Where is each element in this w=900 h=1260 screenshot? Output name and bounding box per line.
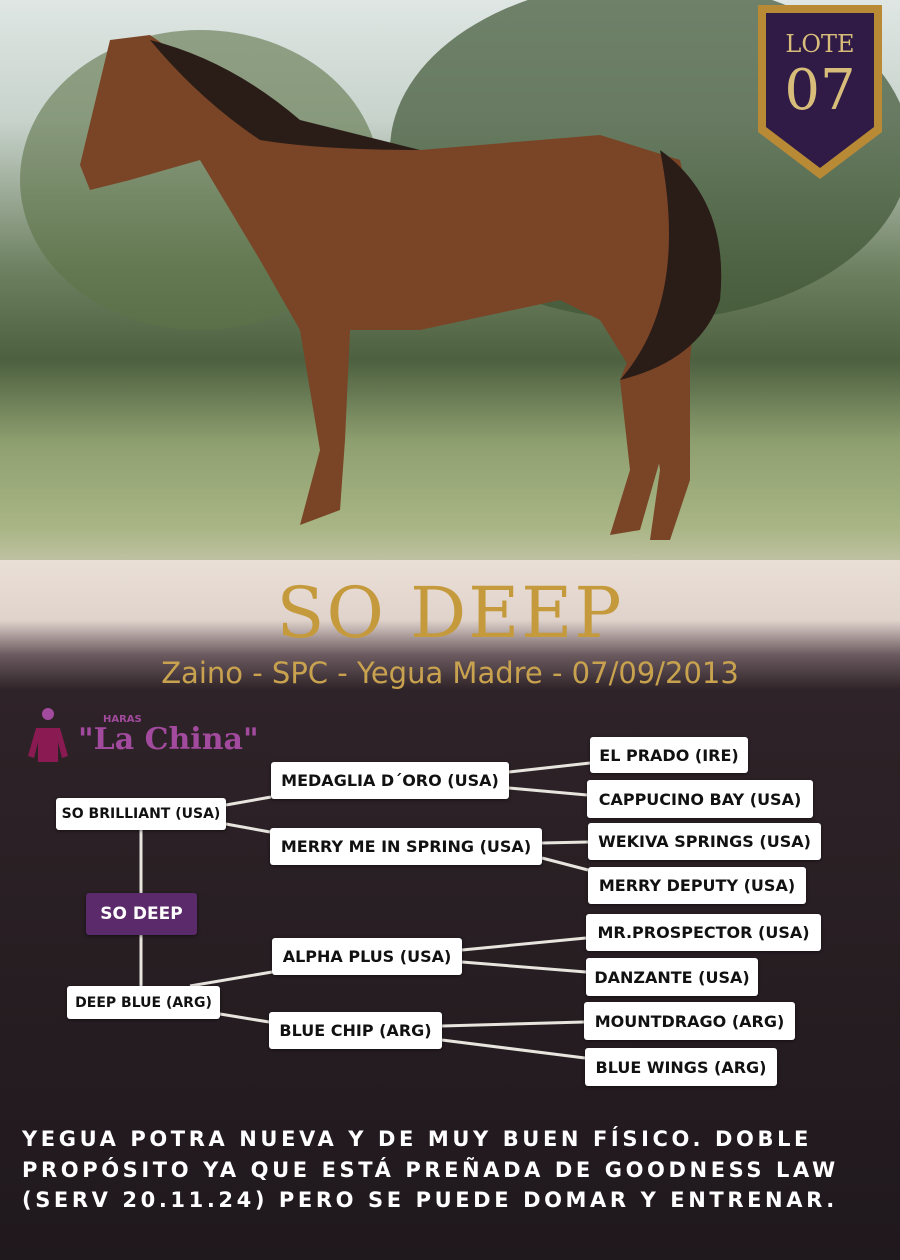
lot-badge-shield bbox=[758, 5, 882, 179]
pedigree-dam: DEEP BLUE (ARG) bbox=[67, 986, 220, 1019]
pedigree-g3-5: MR.PROSPECTOR (USA) bbox=[586, 914, 821, 951]
lot-number: 07 bbox=[784, 58, 856, 123]
description-text: YEGUA POTRA NUEVA Y DE MUY BUEN FÍSICO. … bbox=[22, 1127, 839, 1212]
pedigree-g3-2: CAPPUCINO BAY (USA) bbox=[587, 780, 813, 818]
lot-label: LOTE bbox=[785, 30, 855, 58]
pedigree-sire-sire: MEDAGLIA D´ORO (USA) bbox=[271, 762, 509, 799]
horse-details: Zaino - SPC - Yegua Madre - 07/09/2013 bbox=[161, 656, 739, 690]
pedigree-g3-1: EL PRADO (IRE) bbox=[590, 737, 748, 773]
jockey-silks-logo-icon bbox=[28, 708, 68, 762]
pedigree-g3-3: WEKIVA SPRINGS (USA) bbox=[588, 823, 821, 860]
logo-name-text: "La China" bbox=[78, 722, 259, 757]
pedigree-sire: SO BRILLIANT (USA) bbox=[56, 798, 226, 830]
pedigree-dam-sire: ALPHA PLUS (USA) bbox=[272, 938, 462, 975]
pedigree-g3-7: MOUNTDRAGO (ARG) bbox=[584, 1002, 795, 1040]
pedigree-g3-4: MERRY DEPUTY (USA) bbox=[588, 867, 806, 904]
horse-name: SO DEEP bbox=[276, 572, 624, 654]
pedigree-dam-dam: BLUE CHIP (ARG) bbox=[269, 1012, 442, 1049]
pedigree-g3-8: BLUE WINGS (ARG) bbox=[585, 1048, 777, 1086]
logo-haras-text: HARAS bbox=[103, 714, 142, 725]
pedigree-g3-6: DANZANTE (USA) bbox=[586, 958, 758, 996]
pedigree-subject: SO DEEP bbox=[86, 893, 197, 935]
pedigree-sire-dam: MERRY ME IN SPRING (USA) bbox=[270, 828, 542, 865]
